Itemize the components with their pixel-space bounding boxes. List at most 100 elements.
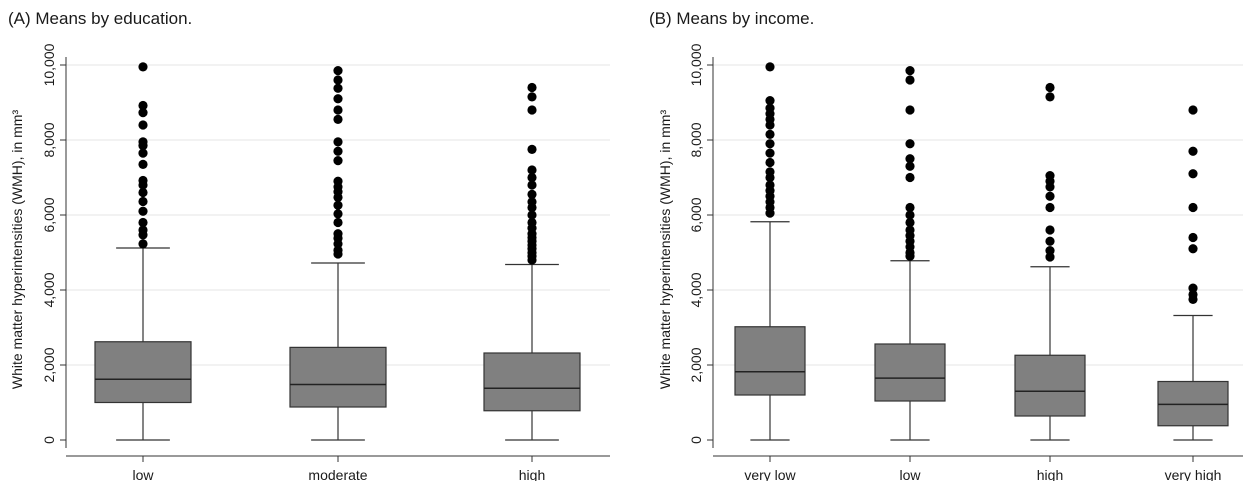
- outlier-point: [765, 167, 775, 177]
- y-tick-label: 6,000: [41, 197, 57, 232]
- outlier-point: [138, 159, 148, 169]
- outlier-point: [905, 66, 915, 76]
- outlier-point: [1188, 232, 1198, 243]
- y-tick-label: 8,000: [41, 122, 57, 157]
- outlier-point: [905, 202, 915, 213]
- y-tick-label: 6,000: [688, 197, 704, 232]
- y-tick-label: 10,000: [688, 43, 704, 86]
- outlier-point: [138, 100, 148, 111]
- outlier-point: [333, 200, 343, 210]
- outlier-point: [1188, 169, 1198, 179]
- y-tick-label: 10,000: [41, 43, 57, 86]
- outlier-point: [333, 229, 343, 239]
- outlier-point: [333, 217, 343, 228]
- outlier-point: [138, 196, 148, 207]
- outlier-point: [1188, 283, 1198, 293]
- outlier-point: [905, 225, 915, 235]
- y-tick-label: 4,000: [688, 272, 704, 307]
- outlier-point: [138, 239, 148, 249]
- outlier-point: [333, 245, 343, 255]
- box-2: high: [483, 82, 581, 481]
- panel-title: (A) Means by education.: [8, 9, 192, 28]
- outlier-point: [905, 217, 915, 228]
- outlier-point: [905, 210, 915, 220]
- box-2: high: [1014, 82, 1086, 481]
- box-3: very high: [1157, 105, 1229, 481]
- outlier-point: [527, 92, 537, 102]
- outlier-point: [333, 83, 343, 93]
- box-iqr: [874, 343, 946, 402]
- y-tick-label: 2,000: [41, 347, 57, 382]
- panel-a: (A) Means by education. 0 2,000 4,000 6,000 8…: [8, 9, 610, 481]
- outlier-point: [527, 217, 537, 228]
- outlier-point: [138, 206, 148, 216]
- outlier-point: [527, 165, 537, 175]
- y-tick-label: 8,000: [688, 122, 704, 157]
- x-tick-label: low: [132, 467, 154, 481]
- y-tick-label: 0: [688, 436, 704, 444]
- y-axis-title: White matter hyperintensities (WMH), in …: [657, 110, 673, 390]
- outlier-point: [138, 217, 148, 228]
- outlier-point: [765, 129, 775, 139]
- outlier-point: [333, 137, 343, 147]
- outlier-point: [1188, 244, 1198, 254]
- outlier-point: [527, 210, 537, 220]
- outlier-point: [333, 105, 343, 115]
- outlier-point: [138, 120, 148, 130]
- outlier-point: [527, 144, 537, 154]
- outlier-point: [527, 105, 537, 115]
- outlier-point: [905, 105, 915, 115]
- outlier-point: [138, 148, 148, 158]
- outlier-point: [765, 148, 775, 158]
- outlier-point: [765, 157, 775, 168]
- box-iqr: [1157, 380, 1229, 427]
- box-0: very low: [734, 62, 806, 481]
- panel-title: (B) Means by income.: [649, 9, 814, 28]
- outlier-point: [1045, 191, 1055, 201]
- outlier-point: [333, 156, 343, 166]
- outlier-point: [905, 139, 915, 149]
- outlier-point: [1045, 171, 1055, 181]
- outlier-point: [138, 175, 148, 186]
- outlier-point: [765, 139, 775, 149]
- outlier-point: [1045, 82, 1055, 93]
- outlier-point: [138, 187, 148, 198]
- box-iqr: [94, 341, 192, 404]
- y-tick-label: 4,000: [41, 272, 57, 307]
- y-tick-label: 2,000: [688, 347, 704, 382]
- y-tick-label: 0: [41, 436, 57, 444]
- outlier-point: [333, 75, 343, 85]
- x-tick-label: very high: [1165, 467, 1222, 481]
- outlier-point: [765, 62, 775, 72]
- outlier-point: [138, 225, 148, 235]
- box-0: low: [94, 62, 192, 481]
- outlier-point: [1188, 105, 1198, 115]
- box-1: moderate: [289, 66, 387, 481]
- outlier-point: [905, 161, 915, 171]
- outlier-point: [333, 146, 343, 156]
- outlier-point: [1045, 225, 1055, 235]
- outlier-point: [527, 172, 537, 183]
- outlier-point: [333, 94, 343, 104]
- outlier-point: [905, 172, 915, 183]
- outlier-point: [765, 103, 775, 113]
- outlier-point: [1188, 146, 1198, 156]
- outlier-point: [905, 75, 915, 85]
- outlier-point: [1045, 92, 1055, 102]
- outlier-point: [138, 108, 148, 118]
- box-iqr: [289, 346, 387, 408]
- outlier-point: [527, 197, 537, 207]
- x-tick-label: high: [519, 467, 545, 481]
- panel-b: (B) Means by income. 0 2,000 4,000 6,000 8,00…: [649, 9, 1243, 481]
- outlier-point: [333, 209, 343, 219]
- outlier-point: [138, 137, 148, 147]
- outlier-point: [138, 62, 148, 72]
- outlier-point: [527, 189, 537, 199]
- outlier-point: [1045, 202, 1055, 213]
- box-1: low: [874, 66, 946, 481]
- outlier-point: [765, 180, 775, 190]
- outlier-point: [905, 154, 915, 164]
- outlier-point: [527, 82, 537, 93]
